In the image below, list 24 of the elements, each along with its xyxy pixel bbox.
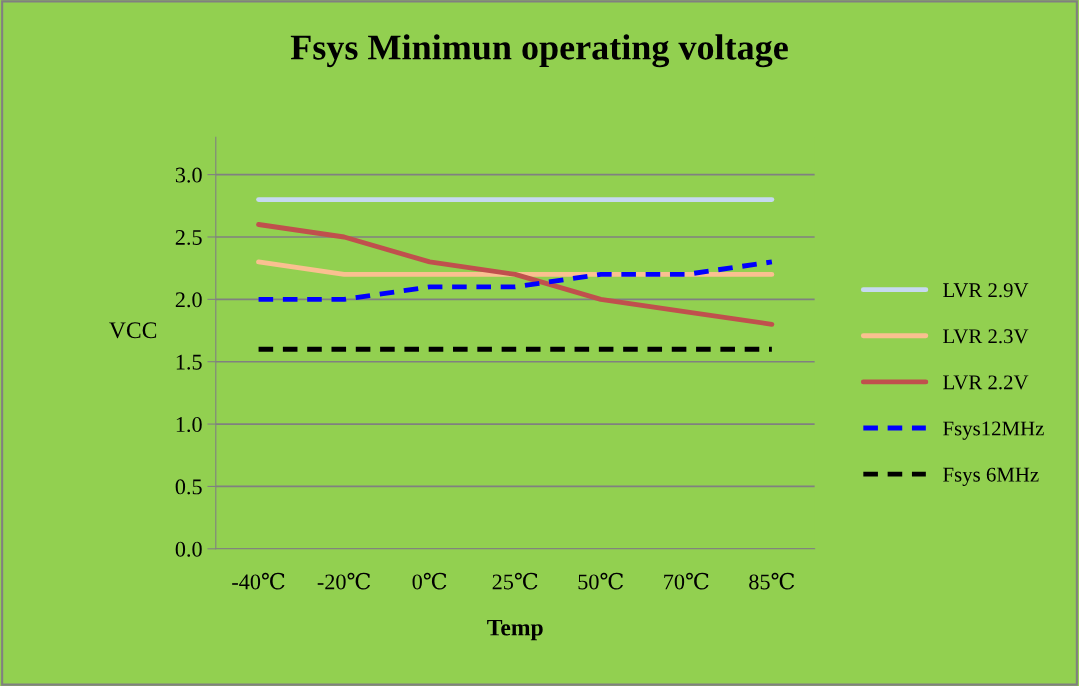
y-tick-label: 0.5: [175, 479, 202, 495]
x-tick-label: -40℃: [232, 572, 285, 590]
y-tick-label: 3.0: [175, 167, 202, 183]
line-series: [256, 222, 775, 327]
x-tick-label: 0℃: [412, 572, 447, 590]
chart-title: Fsys Minimun operating voltage: [290, 34, 788, 68]
x-tick-label: 50℃: [578, 572, 623, 590]
y-tick-label: 2.0: [175, 292, 202, 308]
legend-label: LVR 2.2V: [943, 375, 1029, 390]
y-tick-label: 1.0: [176, 417, 202, 433]
x-axis-title: Temp: [487, 619, 543, 641]
legend-label: Fsys 6MHz: [943, 467, 1039, 486]
y-tick-label: 1.5: [176, 354, 202, 370]
y-tick-label: 2.5: [175, 229, 202, 246]
y-axis-title: VCC: [109, 322, 157, 339]
x-tick-label: 25℃: [492, 572, 538, 590]
y-tick-label: 0.0: [175, 541, 202, 557]
x-tick-label: 70℃: [664, 572, 709, 590]
x-tick-label: 85℃: [749, 572, 795, 590]
legend-label: Fsys12MHz: [943, 421, 1044, 440]
x-tick-label: -20℃: [317, 572, 371, 590]
legend-label: LVR 2.9V: [943, 283, 1029, 298]
line-series: [256, 259, 775, 302]
legend-label: LVR 2.3V: [943, 329, 1029, 344]
